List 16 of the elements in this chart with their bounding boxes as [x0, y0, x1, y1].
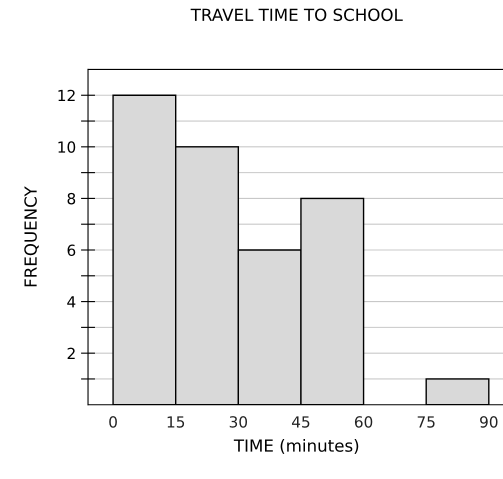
x-tick-label: 15: [168, 416, 184, 428]
x-tick-label: 60: [354, 416, 372, 428]
y-tick-label: 10: [58, 141, 76, 153]
x-tick-label: 90: [480, 416, 498, 428]
x-tick-label: 30: [230, 416, 248, 428]
x-tick-label: 75: [418, 416, 435, 428]
y-tick-label: 2: [68, 348, 75, 359]
y-axis-title: FREQUENCY: [24, 186, 39, 286]
chart-title: TRAVEL TIME TO SCHOOL: [190, 8, 403, 22]
x-axis-title: TIME (minutes): [234, 438, 358, 454]
y-tick-label: 4: [67, 296, 76, 308]
y-tick-label: 8: [68, 192, 76, 204]
y-tick-label: 12: [58, 90, 75, 102]
x-tick-label: 0: [109, 416, 117, 428]
y-tick-label: 6: [68, 244, 76, 256]
x-tick-label: 45: [292, 416, 310, 428]
